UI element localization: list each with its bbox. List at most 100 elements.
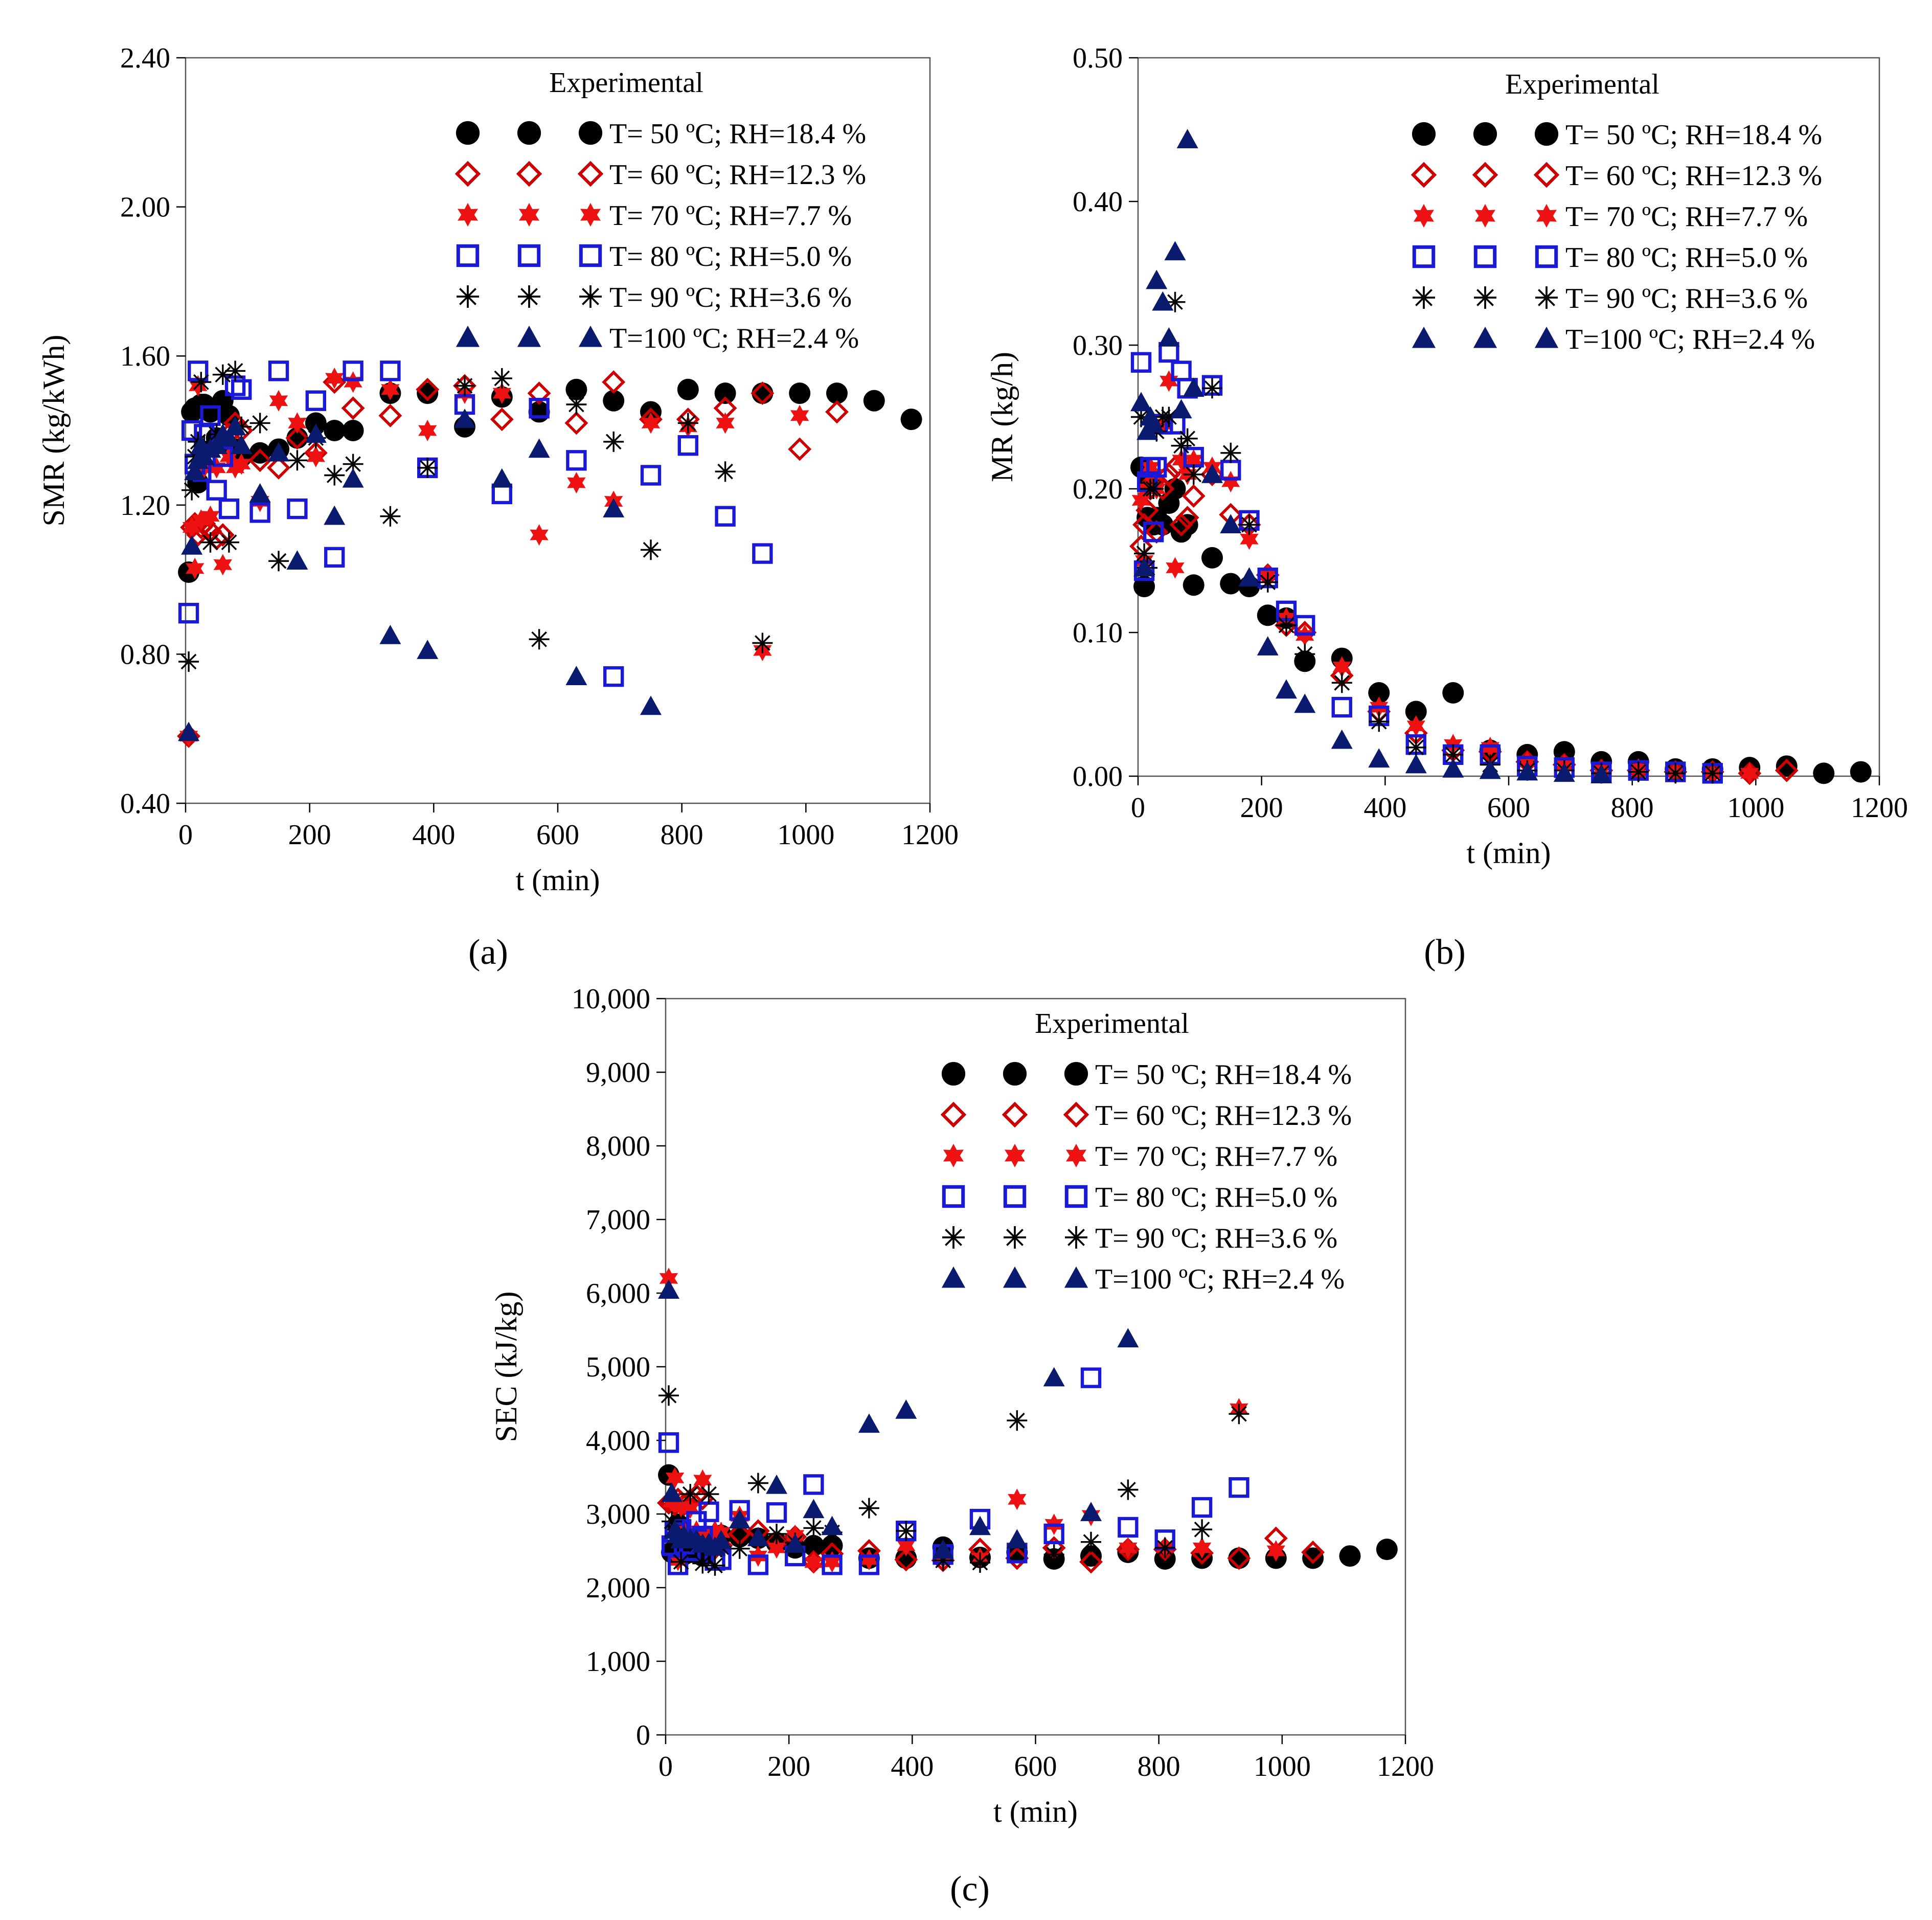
triangle-marker [1257, 636, 1279, 656]
circle-marker [803, 1534, 825, 1556]
asterisk-marker [1331, 672, 1352, 693]
triangle-marker [1170, 399, 1192, 419]
diamond-marker [894, 1548, 918, 1572]
triangle-marker [1238, 567, 1260, 587]
asterisk-marker [1535, 286, 1558, 309]
triangle-marker [1003, 1266, 1027, 1288]
square-marker [1473, 245, 1497, 268]
x-tick-label: 1000 [777, 819, 834, 851]
star-marker [269, 390, 288, 412]
square-marker [1535, 245, 1558, 268]
square-marker [287, 498, 308, 519]
circle-marker [565, 378, 587, 400]
square-marker [1331, 696, 1352, 718]
star-marker [344, 371, 362, 393]
circle-marker [752, 382, 774, 404]
square-marker [858, 1554, 880, 1575]
chart-panel-a: 0 200 400 600 800 1000 1200 0.40 0.80 1.20 1.60 2.0… [37, 42, 959, 972]
star-marker [1332, 656, 1351, 678]
triangle-marker [603, 498, 625, 517]
asterisk-marker [766, 1523, 787, 1544]
x-tick-label: 1200 [901, 819, 959, 851]
asterisk-marker [858, 1498, 879, 1519]
asterisk-marker [752, 633, 773, 653]
square-marker [766, 1502, 787, 1523]
legend-title: Experimental [1505, 69, 1660, 100]
circle-marker [1003, 1061, 1027, 1086]
diamond-marker [751, 381, 775, 405]
triangle-marker [1164, 241, 1186, 261]
legend: Experimental T= 50 ºC; RH=18.4 % T= 60 ºC;… [454, 67, 866, 354]
triangle-marker [324, 505, 346, 525]
star-marker [897, 1534, 916, 1556]
triangle-marker [766, 1474, 788, 1494]
asterisk-marker [417, 457, 438, 478]
asterisk-marker [518, 285, 540, 308]
circle-marker [1176, 514, 1198, 536]
x-axis-title: t (min) [516, 863, 600, 897]
y-tick-label: 1,000 [586, 1646, 650, 1678]
star-marker [530, 524, 549, 546]
asterisk-marker [1257, 572, 1278, 593]
diamond-marker [1079, 1550, 1103, 1574]
star-marker [668, 1549, 688, 1571]
y-tick-label: 0.80 [120, 639, 170, 670]
asterisk-marker [970, 1552, 990, 1573]
diamond-marker [1227, 1546, 1251, 1570]
triangle-marker [1117, 1328, 1139, 1348]
diamond-marker [1181, 484, 1206, 508]
circle-marker [1776, 755, 1798, 777]
x-tick-label: 200 [288, 819, 331, 851]
triangle-marker [1158, 327, 1180, 347]
square-marker [566, 450, 587, 471]
square-marker [268, 360, 289, 381]
star-marker [1414, 204, 1434, 228]
diamond-marker [788, 437, 812, 461]
triangle-marker [249, 483, 271, 503]
x-tick-label: 200 [767, 1751, 810, 1782]
triangle-marker [454, 409, 475, 428]
x-tick-label: 200 [1240, 792, 1283, 824]
chart-panel-c: 0 200 400 600 800 1000 1200 0 1,000 2,000 3,000 4,0… [489, 983, 1434, 1909]
triangle-marker [1080, 1502, 1102, 1521]
y-tick-label: 0.20 [1073, 473, 1123, 505]
star-marker [219, 446, 239, 467]
data-series [178, 360, 773, 687]
triangle-marker [1143, 413, 1165, 433]
diamond-marker [1411, 162, 1437, 188]
triangle-marker [640, 695, 662, 715]
data-series [1130, 456, 1872, 784]
diamond-marker [1063, 1101, 1089, 1128]
asterisk-marker [933, 1550, 953, 1571]
square-marker [343, 360, 363, 381]
diamond-marker [378, 403, 402, 427]
circle-marker [640, 401, 662, 423]
circle-marker [1412, 122, 1436, 146]
asterisk-marker [896, 1521, 917, 1542]
diamond-marker [602, 370, 626, 394]
data-series [658, 1385, 1249, 1576]
star-marker [567, 472, 586, 494]
square-marker [1191, 1497, 1213, 1518]
triangle-marker [1183, 377, 1204, 397]
triangle-marker [661, 1482, 683, 1502]
triangle-marker [969, 1516, 991, 1535]
star-marker [519, 202, 539, 227]
star-marker [1131, 489, 1151, 511]
asterisk-marker [1294, 644, 1315, 665]
x-tick-label: 600 [1487, 792, 1530, 824]
asterisk-marker [1065, 1226, 1087, 1249]
circle-marker [1534, 122, 1559, 146]
legend-label: T= 90 ºC; RH=3.6 % [1565, 283, 1808, 314]
circle-marker [603, 390, 625, 412]
square-marker [803, 1474, 824, 1495]
asterisk-marker [747, 1473, 768, 1494]
circle-marker [578, 121, 603, 145]
triangle-marker [858, 1413, 880, 1433]
y-tick-label: 0.50 [1073, 42, 1123, 74]
circle-marker [1228, 1547, 1250, 1569]
asterisk-marker [1183, 464, 1204, 485]
y-axis-title: MR (kg/h) [985, 352, 1019, 482]
star-marker [580, 202, 601, 227]
triangle-marker [1479, 759, 1501, 779]
